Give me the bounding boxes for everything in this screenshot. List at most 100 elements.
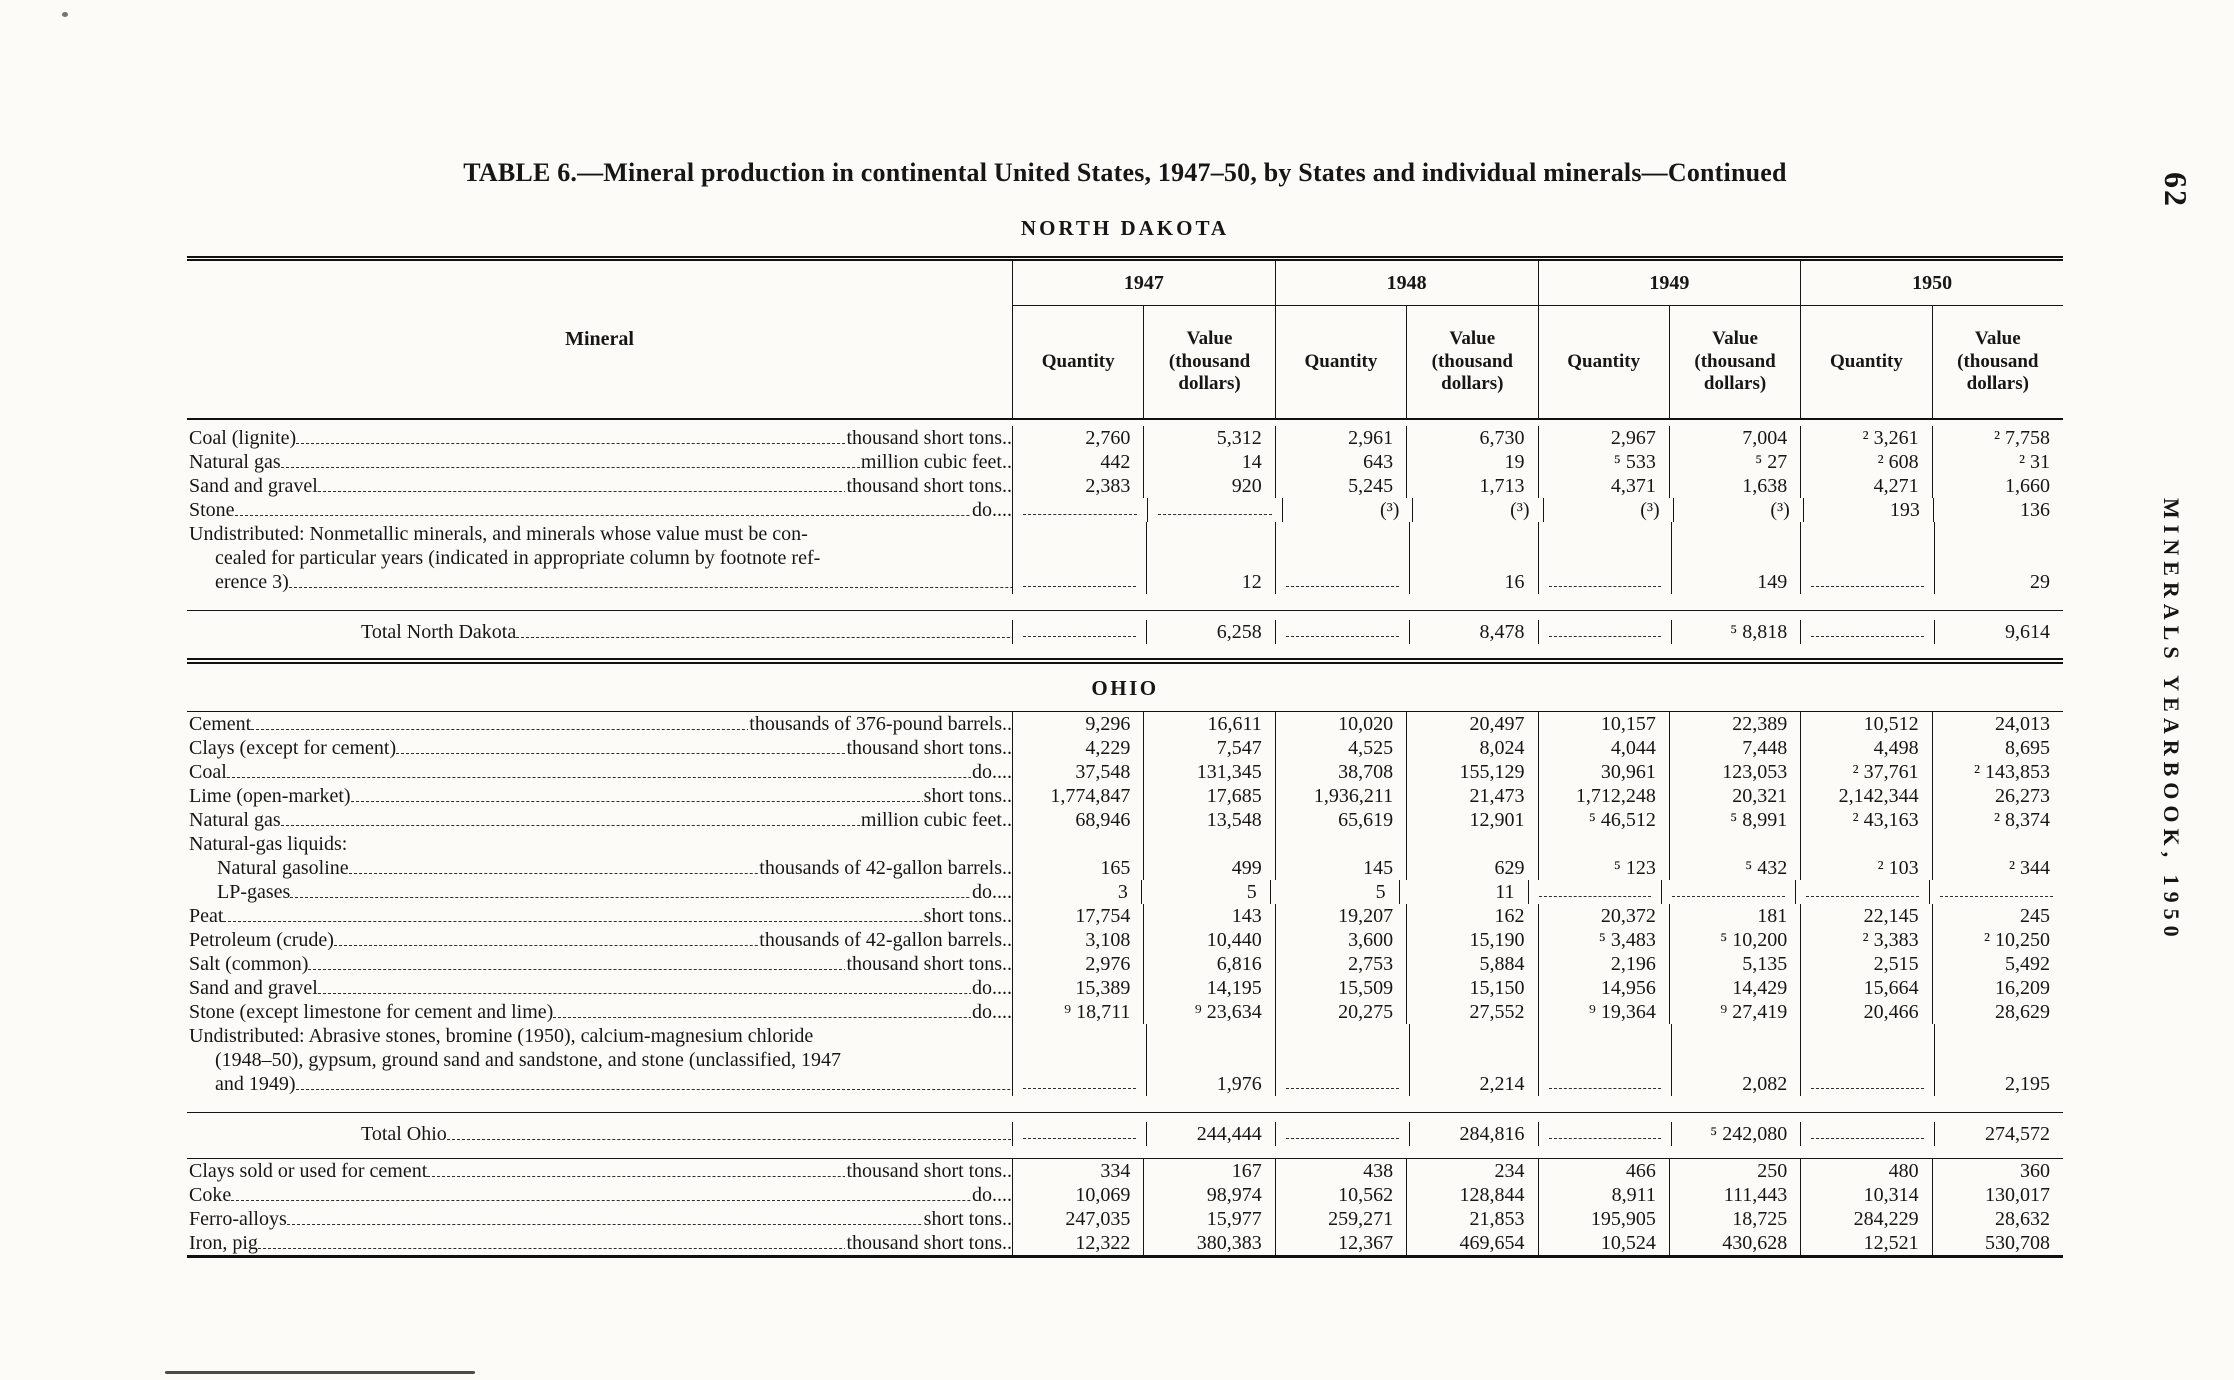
cell-1949-quantity: 1,712,248 — [1537, 784, 1669, 808]
cell-1948-quantity — [1274, 1024, 1409, 1096]
cell-1947-value: 7,547 — [1143, 736, 1274, 760]
cell-value: 12,521 — [1863, 1232, 1919, 1254]
cell-value: 130,017 — [1985, 1184, 2050, 1206]
empty-cell-dashes — [1811, 586, 1925, 587]
cell-1947-value: 17,685 — [1143, 784, 1274, 808]
cell-value: 244,444 — [1196, 1123, 1262, 1145]
cell-1947-quantity: 165 — [1012, 856, 1143, 880]
cell-value: ⁹ 23,634 — [1194, 1001, 1262, 1023]
cell-value: 15,389 — [1075, 977, 1131, 999]
cell-value: 1,774,847 — [1050, 785, 1131, 807]
cell-value: 438 — [1363, 1160, 1394, 1182]
cell-1950-quantity — [1800, 1122, 1934, 1146]
cell-1948-value: 155,129 — [1406, 760, 1537, 784]
table-body: Coal (lignite) thousand short tons.. 2,760… — [187, 420, 2063, 1258]
cell-value: ⁵ 46,512 — [1588, 809, 1656, 831]
cell-1950-value: 9,614 — [1934, 620, 2063, 644]
cell-1947-quantity: ⁹ 18,711 — [1012, 1000, 1143, 1024]
cell-1950-quantity: 20,466 — [1800, 1000, 1931, 1024]
cell-1948-value: 16 — [1408, 522, 1538, 594]
row-label-cell: Coal (lignite) thousand short tons.. — [187, 426, 1012, 450]
row-label-cell: Undistributed: Nonmetallic minerals, and… — [187, 522, 1012, 594]
cell-1948-value: 6,730 — [1406, 426, 1537, 450]
table-row: Petroleum (crude) thousands of 42-gallon … — [187, 928, 2063, 952]
cell-1950-quantity — [1800, 522, 1934, 594]
cell-1950-quantity: 4,271 — [1800, 474, 1931, 498]
cell-1948-value: 8,478 — [1408, 620, 1538, 644]
cell-1949-value — [1668, 832, 1800, 856]
row-unit: thousand short tons.. — [846, 475, 1012, 497]
cell-value: (³) — [1640, 499, 1660, 521]
cell-value: 18,725 — [1732, 1208, 1788, 1230]
row-label: Ferro-alloys — [189, 1207, 923, 1231]
cell-value: 360 — [2020, 1160, 2050, 1182]
row-label: Salt (common) — [189, 952, 845, 976]
table-title: TABLE 6.—Mineral production in continent… — [463, 158, 1787, 187]
cell-1948-value: 15,190 — [1406, 928, 1537, 952]
cell-1950-quantity: ² 103 — [1800, 856, 1931, 880]
cell-value: 26,273 — [1995, 785, 2050, 807]
year-header-1948: 1948 — [1275, 261, 1538, 306]
cell-1947-quantity: 3 — [1012, 880, 1141, 904]
cell-value: 6,816 — [1216, 953, 1262, 975]
cell-value: 2,142,344 — [1838, 785, 1919, 807]
cell-value: 149 — [1757, 571, 1788, 593]
cell-1949-value: ⁵ 242,080 — [1671, 1122, 1800, 1146]
cell-1947-quantity: 37,548 — [1012, 760, 1143, 784]
cell-1949-quantity: 466 — [1537, 1159, 1669, 1183]
row-label-cell: Natural gasoline thousands of 42-gallon b… — [187, 856, 1012, 880]
table-row: Lime (open-market) short tons.. 1,774,847 1… — [187, 784, 2063, 808]
cell-1950-value: 16,209 — [1931, 976, 2063, 1000]
row-label-cell: Cement thousands of 376-pound barrels.. — [187, 712, 1012, 736]
cell-1947-quantity — [1012, 522, 1146, 594]
cell-value: 499 — [1231, 857, 1262, 879]
row-unit: do.... — [972, 761, 1012, 783]
cell-value: 193 — [1889, 499, 1920, 521]
cell-1950-quantity: ² 43,163 — [1800, 808, 1931, 832]
cell-1948-quantity: 643 — [1274, 450, 1406, 474]
row-label-cell: Natural-gas liquids: — [187, 832, 1012, 856]
cell-1947-quantity: 442 — [1012, 450, 1143, 474]
cell-value: 128,844 — [1459, 1184, 1525, 1206]
cell-value: 5,245 — [1348, 475, 1394, 497]
cell-1947-value: 1,976 — [1145, 1024, 1275, 1096]
cell-value: 6,730 — [1479, 427, 1525, 449]
cell-1949-value: 7,448 — [1668, 736, 1800, 760]
cell-value: 16,209 — [1995, 977, 2050, 999]
cell-1949-value: 1,638 — [1668, 474, 1800, 498]
cell-value: 20,466 — [1863, 1001, 1919, 1023]
cell-1950-value: 28,632 — [1931, 1207, 2063, 1231]
cell-value: ⁵ 3,483 — [1598, 929, 1656, 951]
row-label-wrap: Peat — [189, 904, 923, 928]
cell-value: 284,816 — [1459, 1123, 1525, 1145]
cell-value: 920 — [1231, 475, 1262, 497]
row-label-wrap: Coal (lignite) — [189, 426, 845, 450]
row-label: Natural-gas liquids: — [189, 833, 348, 855]
cell-1947-value: 380,383 — [1143, 1231, 1274, 1255]
cell-value: 10,069 — [1075, 1184, 1131, 1206]
cell-1948-value: 19 — [1406, 450, 1537, 474]
row-unit: thousands of 376-pound barrels.. — [749, 713, 1012, 735]
cell-1948-value: 12,901 — [1406, 808, 1537, 832]
cell-1949-value: 430,628 — [1668, 1231, 1800, 1255]
cell-value: 20,372 — [1600, 905, 1656, 927]
cell-value: 20,497 — [1469, 713, 1525, 735]
cell-value: 4,498 — [1873, 737, 1919, 759]
row-label-cell: Undistributed: Abrasive stones, bromine … — [187, 1024, 1012, 1096]
row-label: Natural gas — [189, 450, 860, 474]
cell-1947-value: 10,440 — [1143, 928, 1274, 952]
cell-value: 16 — [1504, 571, 1525, 593]
cell-value: 20,321 — [1732, 785, 1788, 807]
cell-1948-quantity: 10,020 — [1274, 712, 1406, 736]
empty-cell-dashes — [1811, 1088, 1925, 1089]
cell-1949-quantity: 20,372 — [1537, 904, 1669, 928]
cell-value: ⁵ 10,200 — [1720, 929, 1788, 951]
cell-1949-quantity: 8,911 — [1537, 1183, 1669, 1207]
cell-1950-value: 5,492 — [1931, 952, 2063, 976]
cell-1947-quantity — [1012, 498, 1147, 522]
subheaders-1947: Quantity Value (thousand dollars) — [1013, 306, 1275, 418]
row-label-wrap: Coke — [189, 1183, 971, 1207]
table-row: Natural gas million cubic feet.. 442 14 643 1… — [187, 450, 2063, 474]
cell-value: 162 — [1494, 905, 1525, 927]
cell-1948-value: 629 — [1406, 856, 1537, 880]
